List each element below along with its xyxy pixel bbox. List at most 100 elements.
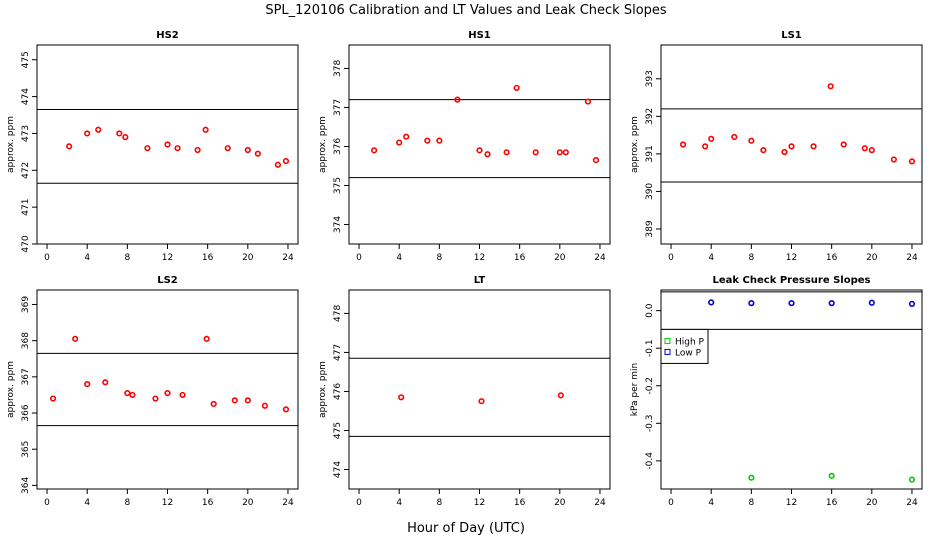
panel-4-data-point — [210, 400, 217, 408]
panel-5-x-tick-label: 0 — [356, 498, 362, 508]
panel-3-data-point — [708, 135, 715, 142]
panel-2-title: HS1 — [468, 30, 491, 41]
panel-3-y-tick-label: 390 — [645, 183, 655, 200]
panel-5-y-tick-label: 476 — [333, 383, 343, 400]
panel-1-title: HS2 — [156, 30, 179, 41]
panel-5-y-tick-label: 474 — [333, 461, 343, 478]
panel-5-x-tick-label: 12 — [474, 498, 485, 508]
panel-2-x-tick-label: 0 — [356, 253, 362, 263]
panel-3-x-tick-label: 0 — [668, 253, 674, 263]
panel-5-data-point — [398, 394, 405, 401]
figure-x-axis-label: Hour of Day (UTC) — [407, 521, 525, 536]
figure-title: SPL_120106 Calibration and LT Values and… — [265, 3, 667, 18]
panel-3-data-point — [840, 141, 847, 148]
panel-1-y-tick-label: 472 — [21, 162, 31, 179]
panel-1-x-tick-label: 12 — [162, 253, 173, 263]
panel-6-x-tick-label: 12 — [786, 498, 797, 508]
panel-3-y-axis-label: approx. ppm — [630, 116, 640, 173]
panel-4-data-point — [179, 391, 186, 399]
panel-6-y-tick-label: -0.2 — [645, 377, 655, 395]
panel-1-data-point — [95, 126, 102, 133]
panel-1-data-point — [202, 126, 209, 133]
panel-2-data-point — [532, 149, 539, 156]
panel-5-x-tick-label: 16 — [514, 498, 526, 508]
panel-5-title: LT — [474, 275, 486, 286]
panel-3-data-point — [810, 143, 817, 150]
panel-1-y-tick-label: 475 — [21, 51, 31, 68]
panel-3-data-point — [788, 143, 795, 150]
panel-1-data-point — [224, 145, 231, 152]
panel-4-x-tick-label: 16 — [202, 498, 214, 508]
panel-1-data-point — [84, 130, 91, 137]
panel-3-data-point — [679, 141, 687, 148]
panel-6-data-point — [908, 300, 916, 307]
panel-2-data-point — [370, 147, 378, 154]
panel-3-data-point — [731, 133, 738, 141]
panel-3-data-point — [868, 147, 875, 154]
panel-2-y-tick-label: 376 — [333, 138, 343, 155]
panel-1-data-point — [274, 161, 282, 168]
panel-1-data-point — [254, 150, 261, 157]
panel-4-title: LS2 — [157, 275, 178, 286]
panel-4-x-tick-label: 4 — [84, 498, 90, 508]
panel-5-x-tick-label: 24 — [594, 498, 606, 508]
panel-5-data-point — [478, 398, 485, 405]
panel-1-y-tick-label: 470 — [21, 235, 31, 252]
panel-3-x-tick-label: 4 — [708, 253, 714, 263]
panel-3-y-tick-label: 392 — [645, 108, 655, 125]
panel-4-data-point — [72, 335, 79, 342]
panel-6-data-point — [828, 300, 835, 307]
panel-5-data-point — [557, 392, 564, 399]
panel-4-x-tick-label: 0 — [44, 498, 50, 508]
panel-2-y-axis-label: approx. ppm — [318, 116, 328, 173]
panel-6-plot-frame — [660, 289, 923, 490]
panel-1-y-axis-label: approx. ppm — [6, 116, 16, 173]
panel-2-data-point — [556, 149, 563, 156]
panel-3-y-tick-label: 393 — [645, 70, 655, 87]
panel-6-y-tick-label: 0.0 — [645, 303, 655, 318]
panel-2-data-point — [562, 149, 569, 156]
panel-1-data-point — [194, 146, 201, 154]
panel-2-y-tick-label: 374 — [333, 216, 343, 233]
panel-6-data-point — [868, 299, 875, 306]
panel-6-y-tick-label: -0.4 — [645, 452, 655, 470]
panel-6-x-tick-label: 0 — [668, 498, 674, 508]
panel-4-data-point — [261, 402, 268, 409]
panel-6-y-tick-label: -0.3 — [645, 415, 655, 433]
panel-2-x-tick-label: 16 — [514, 253, 526, 263]
panel-2-data-point — [503, 149, 510, 156]
panel-6-y-axis-label: kPa per min — [630, 363, 640, 416]
panel-6-data-point — [708, 299, 715, 306]
panel-4-data-point — [102, 379, 109, 386]
panel-6-data-point — [908, 476, 916, 483]
panel-4-plot-frame — [36, 289, 299, 490]
panel-1-data-point — [66, 143, 73, 150]
panel-4-data-point — [282, 406, 290, 413]
panel-2-x-tick-label: 8 — [436, 253, 442, 263]
panel-2-x-tick-label: 12 — [474, 253, 485, 263]
panel-6-data-point — [828, 472, 835, 479]
panel-4-x-tick-label: 8 — [124, 498, 130, 508]
panel-2-data-point — [484, 151, 491, 158]
panel-5-x-tick-label: 8 — [436, 498, 442, 508]
panel-3-data-point — [748, 137, 755, 144]
panel-5: LT 0 4 8 12 16 20 24 474 475 476 477 478 approx. ppm — [318, 275, 611, 508]
panel-3-data-point — [908, 158, 916, 165]
panel-2-x-tick-label: 4 — [396, 253, 402, 263]
panel-2-data-point — [592, 157, 600, 164]
panel-1-x-tick-label: 8 — [124, 253, 130, 263]
panel-2: HS1 0 4 8 12 16 20 24 374 375 376 377 378 approx. ppm — [318, 30, 611, 263]
panel-5-y-tick-label: 475 — [333, 422, 343, 439]
legend-swatch — [664, 348, 671, 355]
legend-swatch — [664, 337, 671, 344]
panel-6: Leak Check Pressure Slopes 0 4 8 12 16 20 24 0.0… — [630, 275, 923, 508]
panel-1-data-point — [144, 145, 151, 152]
panel-5-y-axis-label: approx. ppm — [318, 361, 328, 418]
panel-2-x-tick-label: 24 — [594, 253, 606, 263]
panel-2-data-point — [396, 139, 403, 146]
panel-4-data-point — [129, 391, 136, 399]
panel-2-data-point — [424, 137, 431, 144]
panel-3-y-tick-label: 389 — [645, 220, 655, 237]
panel-2-plot-frame — [348, 44, 611, 245]
